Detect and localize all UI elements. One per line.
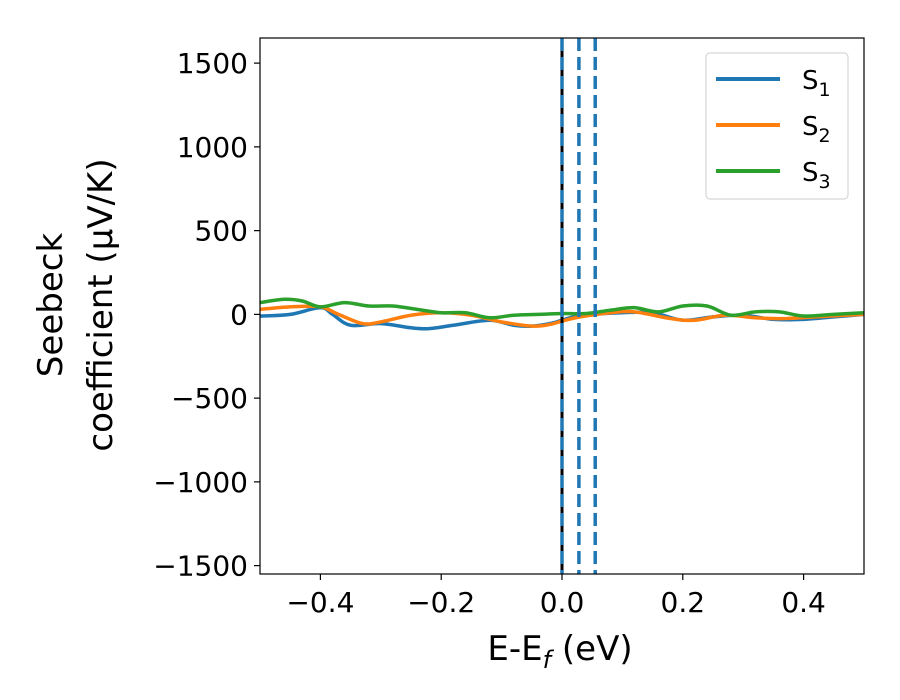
y-tick-label: −500 bbox=[171, 382, 248, 415]
x-tick-label: 0.2 bbox=[661, 586, 706, 619]
y-tick-label: −1000 bbox=[153, 466, 248, 499]
y-tick-label: −1500 bbox=[153, 550, 248, 583]
y-tick-label: 500 bbox=[195, 215, 248, 248]
x-tick-label: −0.4 bbox=[286, 586, 354, 619]
x-axis-title-main: E-E bbox=[487, 629, 542, 669]
y-axis-title: Seebeck coefficient (μV/K) bbox=[31, 158, 121, 451]
y-tick-label: 0 bbox=[230, 298, 248, 331]
x-tick-label: 0.4 bbox=[781, 586, 826, 619]
series-line-s3 bbox=[260, 297, 864, 320]
axes-layer: −0.4 −0.2 0.0 0.2 0.4 −1500 −1000 −500 0 500 1000 1… bbox=[153, 37, 865, 619]
x-axis-title: E-Ef (eV) bbox=[487, 629, 632, 674]
y-tick-label: 1000 bbox=[177, 131, 248, 164]
y-tick-label: 1500 bbox=[177, 47, 248, 80]
series-line-s2 bbox=[260, 304, 864, 328]
series-layer bbox=[260, 297, 864, 331]
legend-label-s3: S3 bbox=[802, 158, 831, 193]
legend-label-s1: S1 bbox=[802, 66, 831, 101]
x-axis-title-unit: (eV) bbox=[551, 629, 633, 669]
legend-label-s2: S2 bbox=[802, 112, 831, 147]
vline-layer bbox=[560, 38, 597, 574]
y-axis-title-line1: Seebeck bbox=[31, 233, 71, 378]
x-tick-label: −0.2 bbox=[407, 586, 475, 619]
y-axis-title-line2: coefficient (μV/K) bbox=[81, 158, 121, 451]
legend: S1 S2 S3 bbox=[705, 52, 849, 200]
x-tick-label: 0.0 bbox=[540, 586, 585, 619]
